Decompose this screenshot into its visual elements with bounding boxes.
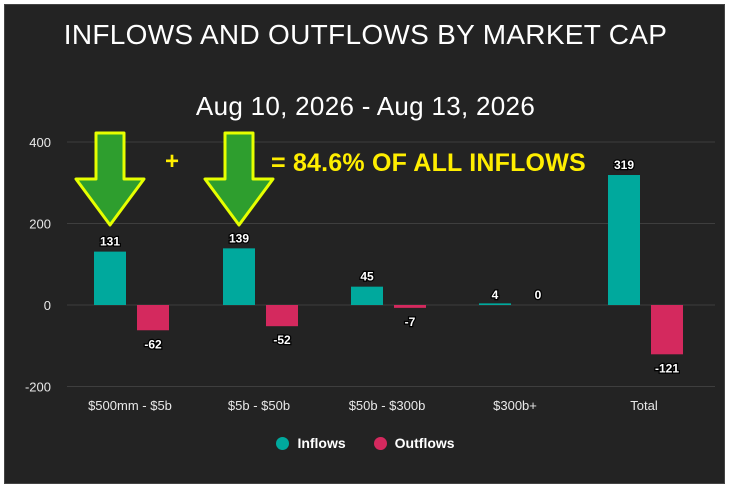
inflow-bar [479,303,511,305]
outflow-bar [137,305,169,331]
y-tick-label: 400 [29,135,51,150]
inflow-data-label: 139 [229,231,249,245]
down-arrow-icon [74,131,146,227]
y-tick-label: 200 [29,217,51,232]
inflow-data-label: 4 [492,288,499,302]
inflow-data-label: 319 [614,158,634,172]
chart-subtitle: Aug 10, 2026 - Aug 13, 2026 [195,91,536,121]
outflow-bar [651,305,683,355]
inflow-bar [94,251,126,305]
annotation-plus: + [165,148,180,175]
legend-item-inflows: Inflows [276,435,346,451]
outflow-bar [266,305,298,327]
legend-label-outflows: Outflows [394,435,455,451]
annotation-text: = 84.6% OF ALL INFLOWS [271,149,586,177]
outflow-data-label: -7 [405,315,416,329]
x-tick-label: $50b - $300b [349,398,426,413]
chart-title: INFLOWS AND OUTFLOWS BY MARKET CAP [63,19,668,50]
x-tick-label: $5b - $50b [228,398,290,413]
x-tick-label: Total [630,398,658,413]
inflow-bar [223,248,255,305]
legend-label-inflows: Inflows [297,435,346,451]
outflow-bar [394,305,426,308]
inflow-bar [351,286,383,305]
legend-item-outflows: Outflows [373,435,455,451]
outflow-data-label: -121 [655,361,679,375]
outflow-data-label: -52 [273,333,291,347]
inflow-bar [608,175,640,305]
x-tick-label: $500mm - $5b [88,398,172,413]
outflow-data-label: -62 [144,337,162,351]
legend-swatch-inflows [276,436,290,450]
chart-plot: 400 200 0 -200 $500mm - $5b $5b - $50b $50b - … [25,131,715,413]
legend-swatch-outflows [373,436,387,450]
x-tick-label: $300b+ [493,398,537,413]
y-tick-label: -200 [25,380,51,395]
y-tick-label: 0 [44,298,51,313]
inflow-data-label: 131 [100,235,120,249]
down-arrow-icon [203,131,275,227]
chart-frame: INFLOWS AND OUTFLOWS BY MARKET CAP Aug 1… [4,4,725,484]
outflow-data-label: 0 [535,288,542,302]
legend: Inflows Outflows [5,435,726,451]
inflow-data-label: 45 [360,270,374,284]
